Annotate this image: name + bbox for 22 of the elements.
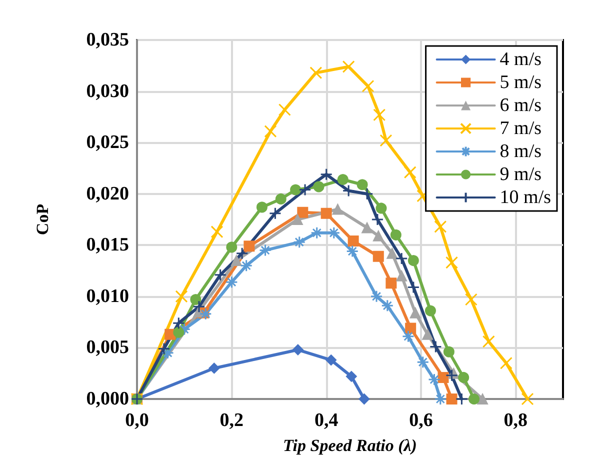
y-tick-label: 0,035: [86, 30, 129, 50]
legend-label: 5 m/s: [500, 72, 542, 93]
x-tick-label: 0,0: [125, 410, 149, 431]
x-tick-label: 0,8: [504, 410, 528, 431]
legend-label: 4 m/s: [500, 49, 542, 70]
legend-label: 9 m/s: [500, 164, 542, 185]
y-tick-label: 0,025: [86, 132, 129, 154]
y-axis-title: CoP: [33, 204, 52, 236]
x-tick-label: 0,2: [220, 410, 244, 431]
y-tick-label: 0,005: [86, 337, 129, 358]
y-tick-label: 0,020: [86, 183, 129, 204]
legend-label: 10 m/s: [500, 187, 551, 208]
y-tick-label: 0,010: [86, 286, 129, 307]
x-tick-label: 0,6: [409, 410, 433, 431]
y-tick-label: 0,000: [86, 388, 129, 410]
legend-label: 6 m/s: [500, 95, 542, 116]
legend-label: 8 m/s: [500, 141, 542, 162]
x-tick-label: 0,4: [314, 410, 339, 431]
y-tick-label: 0,030: [86, 80, 129, 102]
legend-label: 7 m/s: [500, 118, 542, 139]
y-tick-label: 0,015: [86, 234, 129, 256]
x-axis-title: Tip Speed Ratio (λ): [283, 436, 417, 455]
